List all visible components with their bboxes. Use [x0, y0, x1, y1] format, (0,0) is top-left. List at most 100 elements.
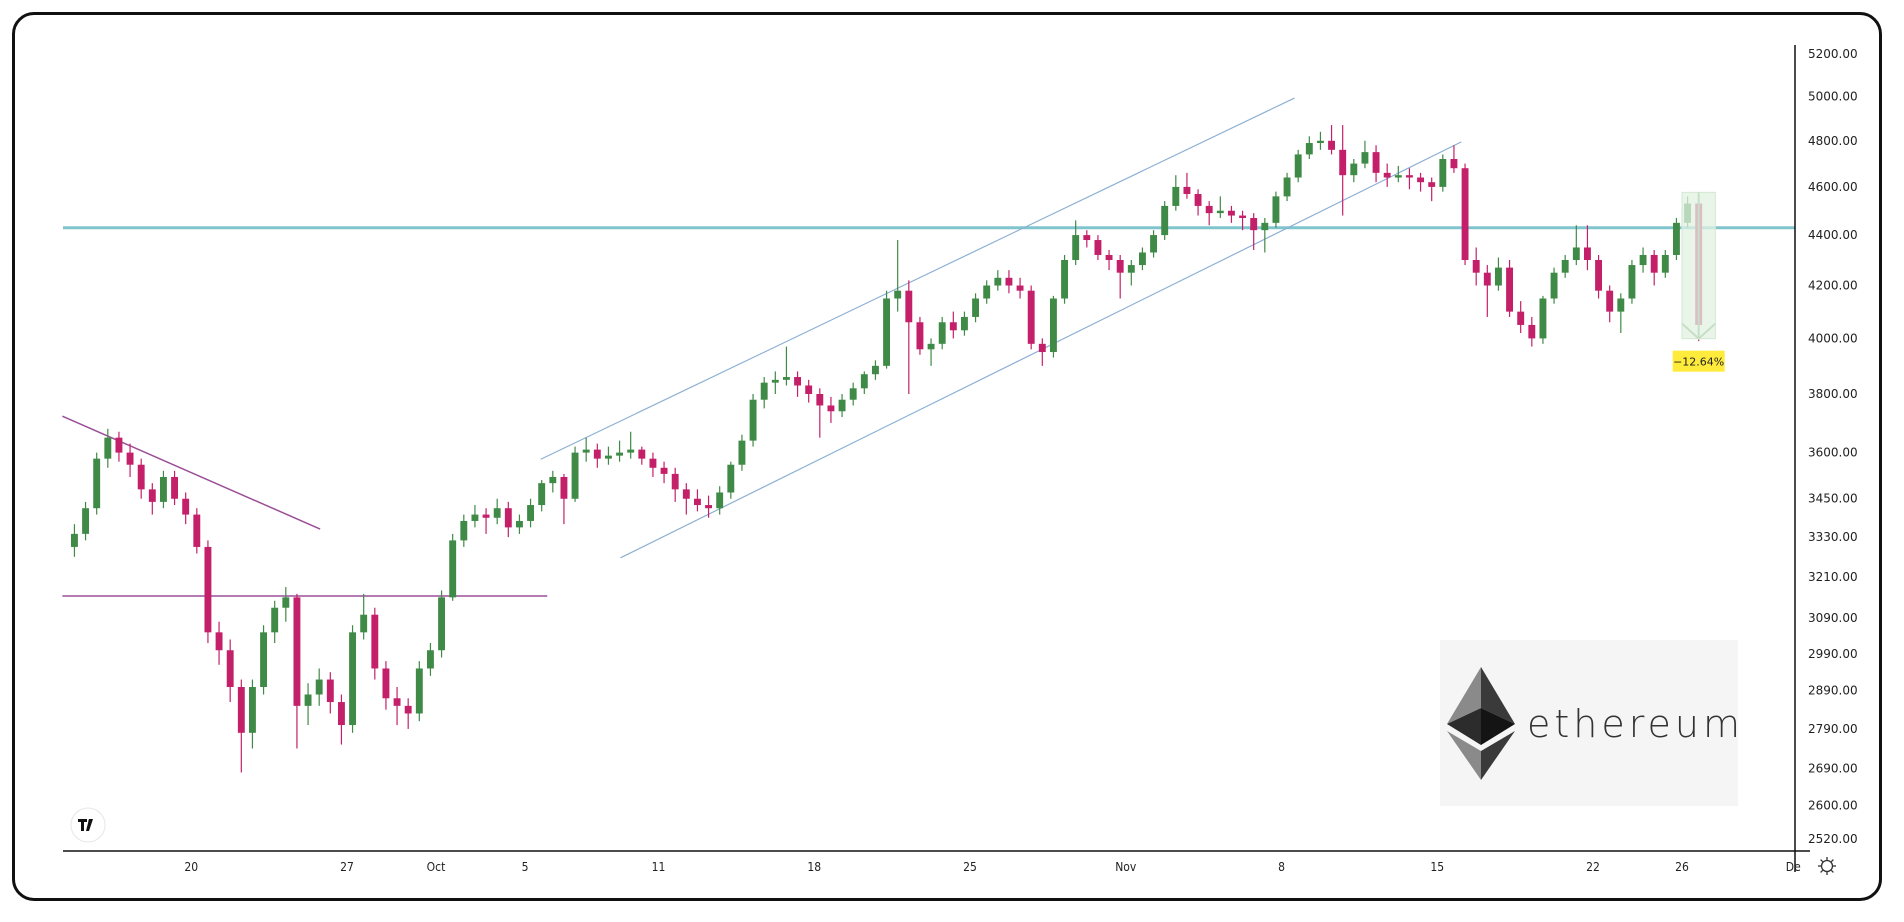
candle-body [1417, 177, 1425, 183]
candle-body [293, 597, 301, 706]
candle-body [927, 343, 935, 350]
candle [827, 396, 835, 423]
candle-body [248, 686, 256, 733]
candle-body [315, 679, 323, 695]
price-tick-label: 4800.00 [1808, 134, 1858, 148]
candle-body [604, 455, 612, 459]
candle [482, 508, 490, 534]
candle [627, 431, 635, 459]
candle [972, 293, 980, 323]
candle-body [983, 285, 991, 299]
candle-body [204, 546, 212, 633]
time-tick-label: 15 [1430, 860, 1444, 874]
candle-body [148, 489, 156, 502]
price-tick-label: 3600.00 [1808, 446, 1858, 460]
candle-body [1561, 260, 1569, 273]
candle [1350, 158, 1358, 183]
candle-body [104, 437, 112, 459]
candle-body [415, 668, 423, 714]
candle [616, 440, 624, 462]
candle [1539, 295, 1547, 344]
candle-body [1127, 265, 1135, 273]
candle [248, 679, 256, 749]
candle [1005, 270, 1013, 294]
time-axis[interactable]: 20 27 Oct 5 11 18 25 Nov 8 15 22 26 De [184, 860, 1801, 874]
candle [1250, 213, 1258, 250]
candle-body [1316, 140, 1324, 144]
candle-body [1439, 158, 1447, 187]
candle [404, 698, 412, 729]
candle-body [126, 452, 134, 465]
candle-body [1027, 290, 1035, 344]
candle-body [894, 290, 902, 299]
candle-body [1138, 252, 1146, 266]
candle [171, 470, 179, 506]
channel-upper-line[interactable] [540, 97, 1295, 460]
candle [360, 593, 368, 640]
candle-body [571, 452, 579, 499]
price-tick-label: 2790.00 [1808, 722, 1858, 736]
candle [760, 377, 768, 409]
candle [215, 621, 223, 665]
candle-body [1261, 222, 1269, 231]
candle [849, 382, 857, 406]
candle [905, 280, 913, 395]
descending-trendline[interactable] [62, 415, 321, 530]
candle [1428, 177, 1436, 202]
candle-body [582, 449, 590, 453]
candle [271, 600, 279, 644]
candle [1194, 189, 1202, 216]
candle-body [1617, 298, 1625, 312]
candles [70, 125, 1703, 773]
candle [871, 360, 879, 380]
candle-body [1250, 217, 1258, 231]
candle [349, 625, 357, 733]
candle [1172, 175, 1180, 211]
candle [894, 240, 902, 312]
gear-icon[interactable] [1818, 857, 1836, 875]
candle-body [1572, 247, 1580, 261]
price-axis[interactable]: 5200.00 5000.00 4800.00 4600.00 4400.00 4200.… [1808, 47, 1858, 846]
candle-body [438, 597, 446, 651]
time-tick-label: 26 [1675, 860, 1689, 874]
candle-body [1595, 260, 1603, 291]
tradingview-logo-icon[interactable] [70, 807, 106, 843]
candle-body [1550, 272, 1558, 299]
candle [282, 587, 290, 622]
candle-body [271, 607, 279, 633]
candle [1572, 225, 1580, 266]
candle [93, 452, 101, 515]
candle [1239, 210, 1247, 231]
candle-body [515, 520, 523, 528]
candle [1183, 172, 1191, 199]
time-tick-label: 11 [652, 860, 666, 874]
price-range-label: −12.64% [1673, 356, 1724, 369]
candle-body [560, 476, 568, 499]
candle-body [549, 476, 557, 484]
candle [1595, 254, 1603, 299]
candle [883, 290, 891, 369]
candle [1528, 316, 1536, 347]
candle [938, 316, 946, 350]
candle [582, 437, 590, 462]
candle-body [1283, 177, 1291, 197]
candle-body [1361, 152, 1369, 164]
candle-body [771, 379, 779, 383]
candle [671, 467, 679, 502]
candle-body [1294, 154, 1302, 178]
candle [1450, 145, 1458, 173]
candle-body [493, 508, 501, 518]
candle-body [1305, 143, 1313, 155]
price-tick-label: 2990.00 [1808, 647, 1858, 661]
candle-body [304, 694, 312, 706]
candle-body [82, 508, 90, 534]
candle-body [282, 597, 290, 608]
candle [916, 316, 924, 355]
candle-body [215, 632, 223, 651]
candle-body [905, 290, 913, 323]
candle [1061, 254, 1069, 304]
candle [960, 311, 968, 336]
price-range-label-bg [1672, 350, 1725, 372]
candle-body [426, 650, 434, 669]
